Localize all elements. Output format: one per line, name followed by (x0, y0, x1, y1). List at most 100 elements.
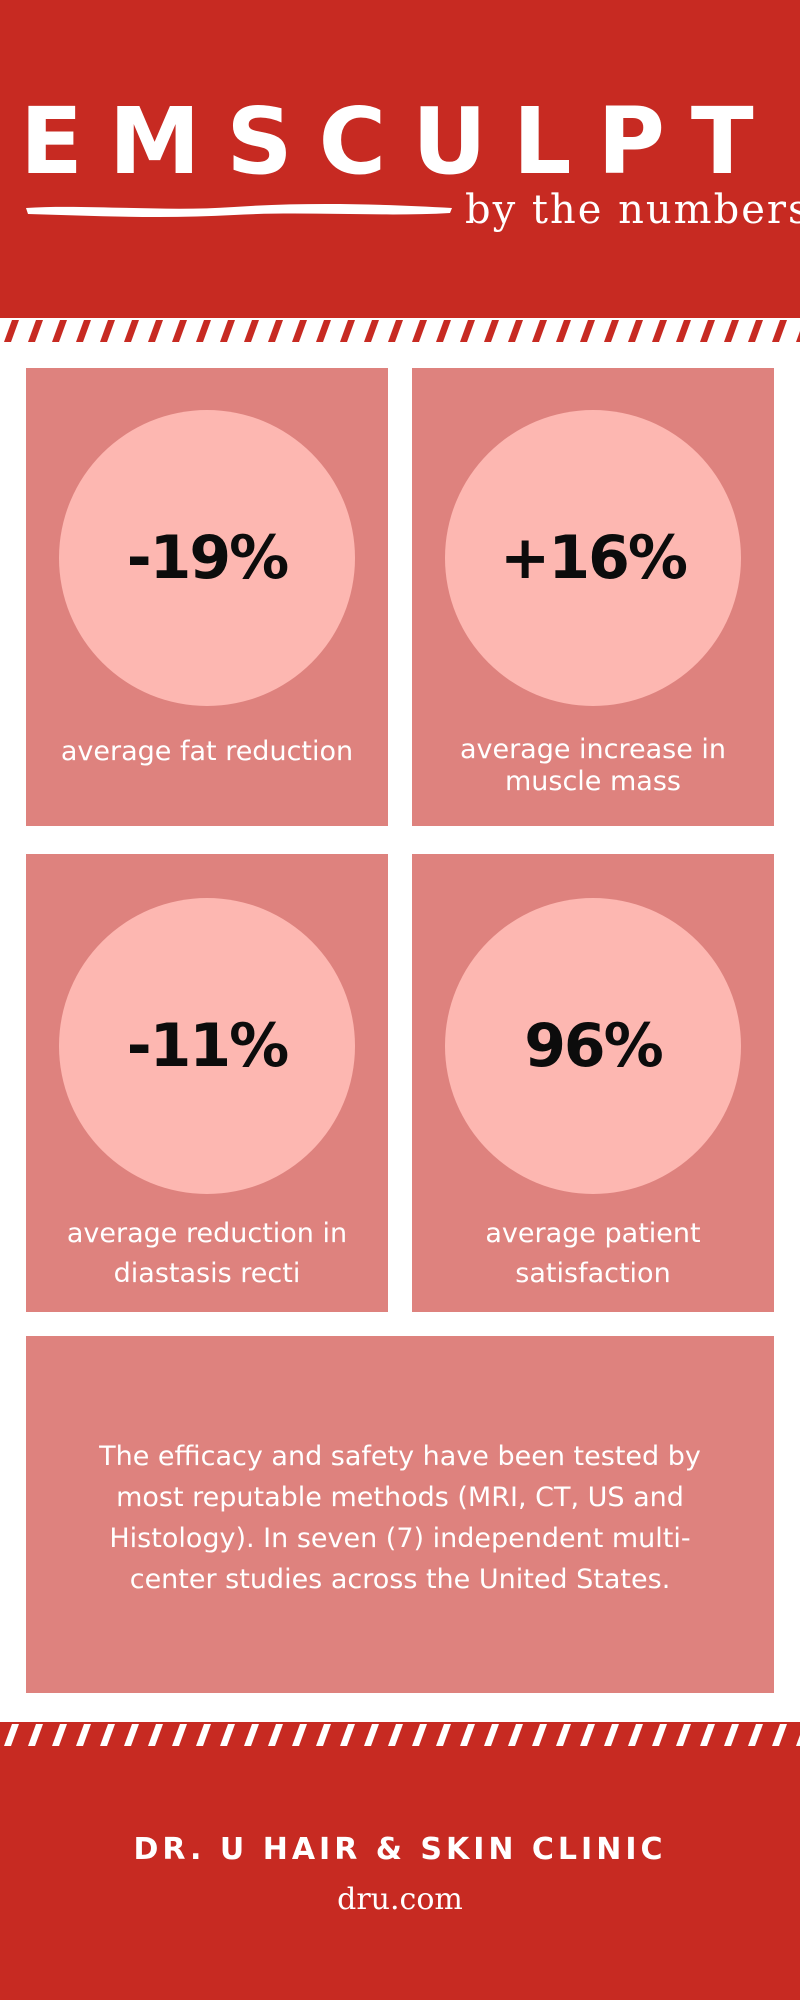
footer-banner (0, 1748, 800, 2000)
stat-label-line: average reduction in (66, 1218, 348, 1249)
stripe-mark (364, 320, 379, 342)
stripe-mark (244, 320, 259, 342)
stripe-mark (724, 320, 739, 342)
stripe-mark (556, 320, 571, 342)
stat-label: average patient satisfaction (412, 1214, 774, 1294)
note-line: The efficacy and safety have been tested… (99, 1441, 701, 1472)
note-line: center studies across the United States. (129, 1564, 671, 1595)
stripe-mark (4, 320, 19, 342)
stripe-mark (100, 1724, 115, 1746)
stripe-mark (412, 320, 427, 342)
stripe-mark (316, 320, 331, 342)
stat-label: average increase in muscle mass (412, 734, 774, 798)
stat-label-line: muscle mass (504, 766, 681, 797)
note-line: most reputable methods (MRI, CT, US and (116, 1482, 684, 1513)
studies-note-text: The efficacy and safety have been tested… (66, 1436, 734, 1600)
stripe-mark (268, 1724, 283, 1746)
stripe-mark (700, 1724, 715, 1746)
stat-circle: -19% (59, 410, 355, 706)
stripe-divider-bottom (0, 1722, 800, 1748)
stripe-mark (628, 320, 643, 342)
stripe-mark (604, 1724, 619, 1746)
stat-value: 96% (524, 1011, 664, 1081)
stripe-mark (460, 320, 475, 342)
stat-label-line: average increase in (459, 734, 727, 765)
stat-label: average reduction in diastasis recti (26, 1214, 388, 1294)
stripe-mark (220, 1724, 235, 1746)
stat-label-line: average patient (485, 1218, 701, 1249)
stripe-mark (268, 320, 283, 342)
stripe-mark (580, 1724, 595, 1746)
stripe-mark (244, 1724, 259, 1746)
stat-label: average fat reduction (26, 734, 388, 770)
stripe-mark (340, 320, 355, 342)
stripe-mark (172, 320, 187, 342)
stripe-mark (652, 1724, 667, 1746)
stripe-mark (388, 320, 403, 342)
stripe-mark (100, 320, 115, 342)
stat-label-line: satisfaction (515, 1258, 671, 1289)
stripe-mark (676, 320, 691, 342)
stat-circle: -11% (59, 898, 355, 1194)
stripe-mark (412, 1724, 427, 1746)
stripe-mark (796, 331, 800, 342)
stat-value: -11% (126, 1011, 290, 1081)
stripe-mark (4, 1724, 19, 1746)
stripe-mark (76, 320, 91, 342)
stripe-mark (556, 1724, 571, 1746)
stripe-mark (28, 320, 43, 342)
website-link[interactable]: dru.com (337, 1882, 463, 1917)
stripe-mark (772, 1724, 787, 1746)
stripe-mark (700, 320, 715, 342)
page-subtitle: by the numbers (465, 187, 800, 233)
stripe-mark (796, 1735, 800, 1746)
stripe-mark (652, 320, 667, 342)
stat-value: +16% (500, 523, 688, 593)
stripe-mark (124, 320, 139, 342)
stripe-mark (28, 1724, 43, 1746)
stat-label-line: diastasis recti (113, 1258, 301, 1289)
stripe-mark (484, 320, 499, 342)
stripe-mark (460, 1724, 475, 1746)
stat-card-satisfaction: 96% average patient satisfaction (412, 854, 774, 1312)
stripe-mark (76, 1724, 91, 1746)
stat-card-fat: -19% average fat reduction (26, 368, 388, 826)
stat-value: -19% (126, 523, 290, 593)
stripe-mark (220, 320, 235, 342)
stat-card-muscle: +16% average increase in muscle mass (412, 368, 774, 826)
stripe-mark (52, 1724, 67, 1746)
stripe-mark (388, 1724, 403, 1746)
stripe-mark (508, 320, 523, 342)
stripe-mark (172, 1724, 187, 1746)
stripe-mark (532, 1724, 547, 1746)
stripe-mark (676, 1724, 691, 1746)
stripe-mark (508, 1724, 523, 1746)
stripe-mark (340, 1724, 355, 1746)
stripe-mark (724, 1724, 739, 1746)
stripe-mark (52, 320, 67, 342)
page-title: EMSCULPT (20, 88, 780, 195)
stripe-mark (292, 320, 307, 342)
stripe-mark (532, 320, 547, 342)
stripe-divider-top (0, 318, 800, 344)
stripe-mark (196, 320, 211, 342)
stripe-mark (148, 1724, 163, 1746)
stripe-mark (364, 1724, 379, 1746)
stat-circle: +16% (445, 410, 741, 706)
stripe-mark (772, 320, 787, 342)
stripe-mark (124, 1724, 139, 1746)
stripe-mark (292, 1724, 307, 1746)
stripe-mark (628, 1724, 643, 1746)
stat-label-line: average fat reduction (60, 736, 354, 767)
header-banner: EMSCULPT by the numbers (0, 0, 800, 318)
brush-underline (26, 204, 452, 217)
stripe-mark (436, 1724, 451, 1746)
studies-note-panel: The efficacy and safety have been tested… (26, 1336, 774, 1693)
stripe-mark (604, 320, 619, 342)
stat-card-diastasis: -11% average reduction in diastasis rect… (26, 854, 388, 1312)
stripe-mark (580, 320, 595, 342)
stripe-mark (196, 1724, 211, 1746)
stripe-mark (436, 320, 451, 342)
stripe-mark (148, 320, 163, 342)
stripe-mark (748, 320, 763, 342)
